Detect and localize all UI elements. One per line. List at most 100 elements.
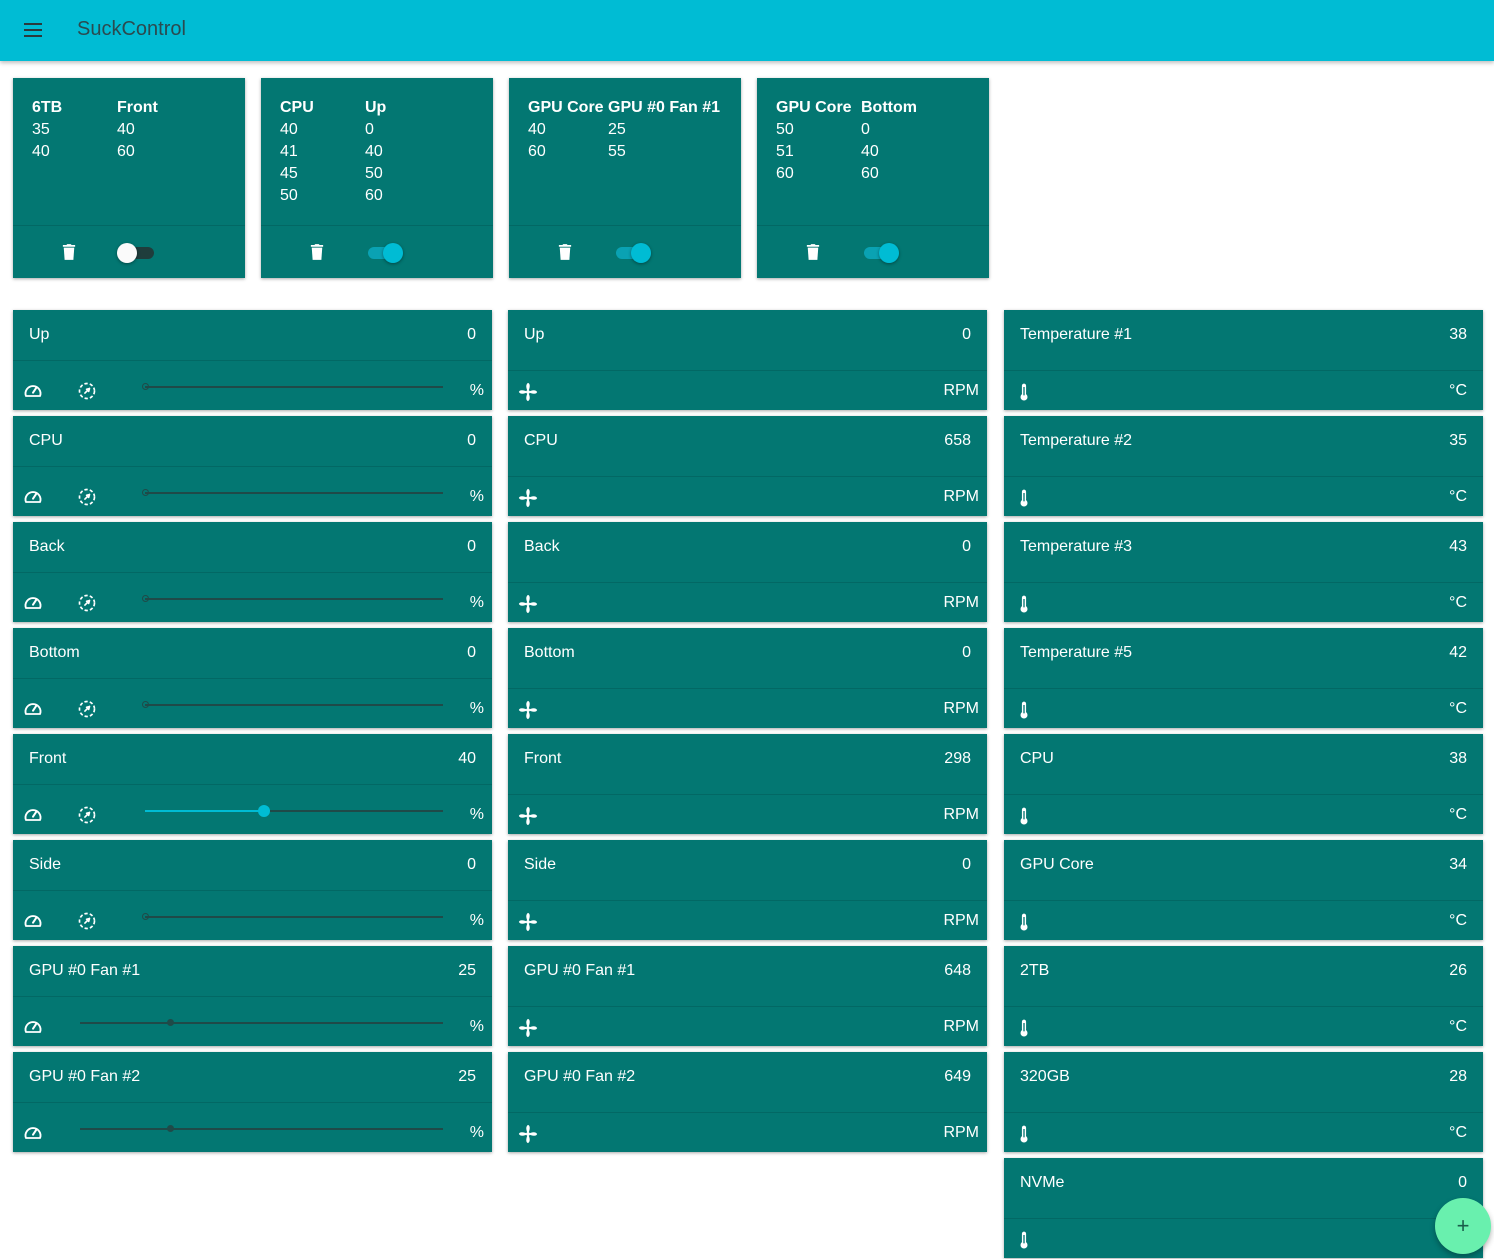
menu-icon[interactable] [22, 19, 44, 41]
fan-icon [517, 487, 539, 514]
effect-cell: 40 [528, 121, 546, 138]
fan-speed: 0 [962, 856, 971, 873]
control-card: CPU 0% [13, 416, 492, 516]
slider-thumb[interactable] [141, 383, 149, 390]
auto-mode-icon[interactable] [77, 805, 97, 830]
fan-card: Back 0 RPM [508, 522, 987, 622]
fan-card: Side 0 RPM [508, 840, 987, 940]
gauge-icon[interactable] [23, 1017, 43, 1042]
effect-cell: 51 [776, 143, 794, 160]
fan-icon [517, 1123, 539, 1150]
control-name: GPU #0 Fan #1 [29, 962, 141, 979]
control-name: Bottom [29, 644, 80, 661]
unit-label: % [469, 382, 484, 399]
gauge-icon[interactable] [23, 699, 43, 724]
control-name: Back [29, 538, 65, 555]
auto-mode-icon[interactable] [77, 487, 97, 512]
slider-track[interactable] [145, 916, 443, 918]
effect-row: 40 60 [32, 141, 235, 163]
gauge-icon[interactable] [23, 381, 43, 406]
effect-cell: 50 [365, 165, 383, 182]
slider-thumb[interactable] [141, 701, 149, 708]
divider [1004, 794, 1483, 795]
enable-toggle[interactable] [861, 243, 899, 263]
divider [1004, 688, 1483, 689]
slider-thumb[interactable] [167, 1125, 175, 1132]
gauge-icon[interactable] [23, 1123, 43, 1148]
gauge-icon[interactable] [23, 805, 43, 830]
control-value: 25 [458, 1068, 476, 1085]
fan-speed: 0 [962, 326, 971, 343]
fan-speed: 0 [962, 538, 971, 555]
effect-cell: 0 [861, 121, 870, 138]
delete-icon[interactable] [558, 243, 572, 261]
effect-card: GPU Core GPU #0 Fan #1 40 25 60 55 [509, 78, 741, 278]
slider-track[interactable] [145, 598, 443, 600]
fan-card: Up 0 RPM [508, 310, 987, 410]
effect-cell: 60 [776, 165, 794, 182]
fan-name: Back [524, 538, 560, 555]
control-card: Side 0% [13, 840, 492, 940]
gauge-icon[interactable] [23, 593, 43, 618]
slider-track[interactable] [145, 810, 443, 812]
unit-label: °C [1449, 912, 1467, 929]
effect-row: 40 25 [528, 119, 731, 141]
auto-mode-icon[interactable] [77, 593, 97, 618]
unit-label: % [469, 488, 484, 505]
toggle-thumb [383, 243, 403, 263]
slider-thumb[interactable] [141, 489, 149, 496]
enable-toggle[interactable] [365, 243, 403, 263]
temperature-card: Temperature #1 38 °C [1004, 310, 1483, 410]
effect-cell: 41 [280, 143, 298, 160]
sensor-name: NVMe [1020, 1174, 1065, 1191]
divider [13, 360, 492, 361]
thermometer-icon [1014, 381, 1034, 408]
slider-track[interactable] [80, 1128, 443, 1130]
slider-track[interactable] [80, 1022, 443, 1024]
slider-fill [145, 810, 265, 812]
enable-toggle[interactable] [613, 243, 651, 263]
sensor-value: 42 [1449, 644, 1467, 661]
divider [13, 466, 492, 467]
gauge-icon[interactable] [23, 911, 43, 936]
delete-icon[interactable] [62, 243, 76, 261]
control-value: 40 [458, 750, 476, 767]
enable-toggle[interactable] [117, 243, 155, 263]
control-value: 25 [458, 962, 476, 979]
fan-name: Bottom [524, 644, 575, 661]
fan-speed: 298 [944, 750, 971, 767]
effect-row: 35 40 [32, 119, 235, 141]
sensor-value: 28 [1449, 1068, 1467, 1085]
auto-mode-icon[interactable] [77, 699, 97, 724]
slider-track[interactable] [145, 386, 443, 388]
unit-label: °C [1449, 1018, 1467, 1035]
slider-thumb[interactable] [141, 595, 149, 602]
auto-mode-icon[interactable] [77, 381, 97, 406]
divider [757, 225, 989, 226]
slider-thumb[interactable] [258, 805, 271, 817]
temperature-card: Temperature #5 42 °C [1004, 628, 1483, 728]
temperature-card: Temperature #2 35 °C [1004, 416, 1483, 516]
divider [1004, 1218, 1483, 1219]
delete-icon[interactable] [310, 243, 324, 261]
effect-header-row: GPU Core Bottom [776, 97, 979, 119]
effect-cell: 40 [32, 143, 50, 160]
slider-track[interactable] [145, 492, 443, 494]
slider-thumb[interactable] [141, 913, 149, 920]
toggle-thumb [879, 243, 899, 263]
temperature-card: Temperature #3 43 °C [1004, 522, 1483, 622]
unit-label: °C [1449, 1124, 1467, 1141]
add-button[interactable]: + [1435, 1198, 1491, 1254]
effect-source-label: 6TB [32, 99, 63, 116]
auto-mode-icon[interactable] [77, 911, 97, 936]
divider [13, 996, 492, 997]
slider-track[interactable] [145, 704, 443, 706]
unit-label: RPM [943, 912, 979, 929]
divider [13, 784, 492, 785]
fan-icon [517, 699, 539, 726]
effect-cell: 50 [280, 187, 298, 204]
gauge-icon[interactable] [23, 487, 43, 512]
unit-label: RPM [943, 382, 979, 399]
slider-thumb[interactable] [167, 1019, 175, 1026]
delete-icon[interactable] [806, 243, 820, 261]
